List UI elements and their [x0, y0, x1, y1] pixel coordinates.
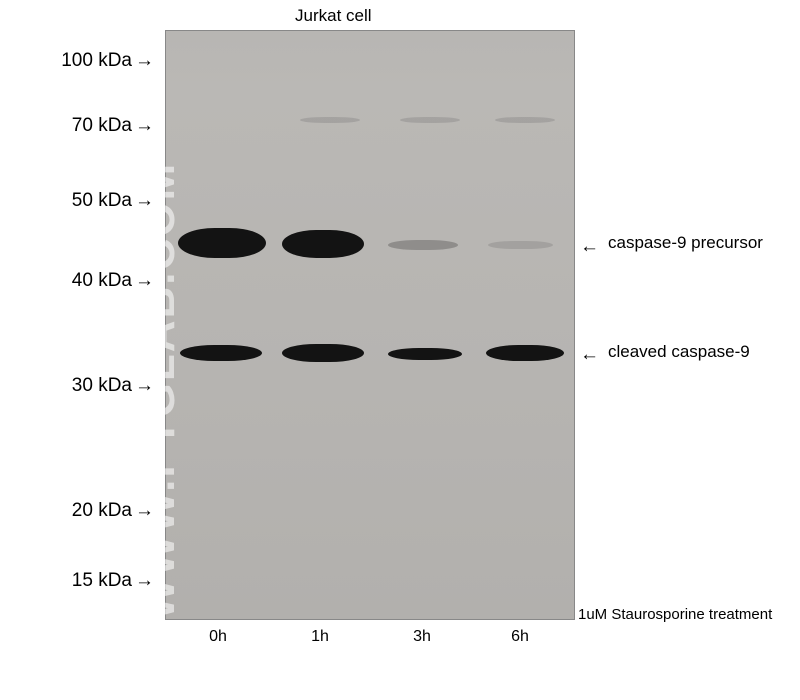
mw-label-40: 40 kDa	[12, 270, 132, 292]
lane-label-0h: 0h	[188, 628, 248, 646]
figure-container: Jurkat cell WWW.PTGLAB.COM 100 kDa → 70 …	[0, 0, 800, 700]
mw-arrow-icon: →	[135, 190, 154, 212]
figure-title: Jurkat cell	[295, 6, 372, 26]
mw-arrow-icon: →	[135, 50, 154, 72]
row-arrow-icon: ←	[580, 344, 599, 366]
lane-label-1h: 1h	[290, 628, 350, 646]
band-cleaved-6h	[486, 345, 564, 361]
mw-label-100: 100 kDa	[12, 50, 132, 72]
mw-label-30: 30 kDa	[12, 375, 132, 397]
row-label-precursor: caspase-9 precursor	[608, 233, 763, 253]
mw-arrow-icon: →	[135, 500, 154, 522]
mw-arrow-icon: →	[135, 570, 154, 592]
band-precursor-0h	[178, 228, 266, 258]
band-cleaved-1h	[282, 344, 364, 362]
band-precursor-1h	[282, 230, 364, 258]
row-label-cleaved: cleaved caspase-9	[608, 342, 750, 362]
mw-arrow-icon: →	[135, 375, 154, 397]
row-arrow-icon: ←	[580, 236, 599, 258]
mw-label-20: 20 kDa	[12, 500, 132, 522]
mw-label-70: 70 kDa	[12, 115, 132, 137]
mw-label-50: 50 kDa	[12, 190, 132, 212]
band-precursor-3h	[388, 240, 458, 250]
lane-label-6h: 6h	[490, 628, 550, 646]
mw-arrow-icon: →	[135, 270, 154, 292]
mw-label-15: 15 kDa	[12, 570, 132, 592]
mw-arrow-icon: →	[135, 115, 154, 137]
band-cleaved-0h	[180, 345, 262, 361]
lane-label-3h: 3h	[392, 628, 452, 646]
band-cleaved-3h	[388, 348, 462, 360]
treatment-text: 1uM Staurosporine treatment	[578, 606, 772, 623]
band-upper-faint	[400, 117, 460, 123]
band-upper-faint	[495, 117, 555, 123]
band-precursor-6h	[488, 241, 553, 249]
band-upper-faint	[300, 117, 360, 123]
